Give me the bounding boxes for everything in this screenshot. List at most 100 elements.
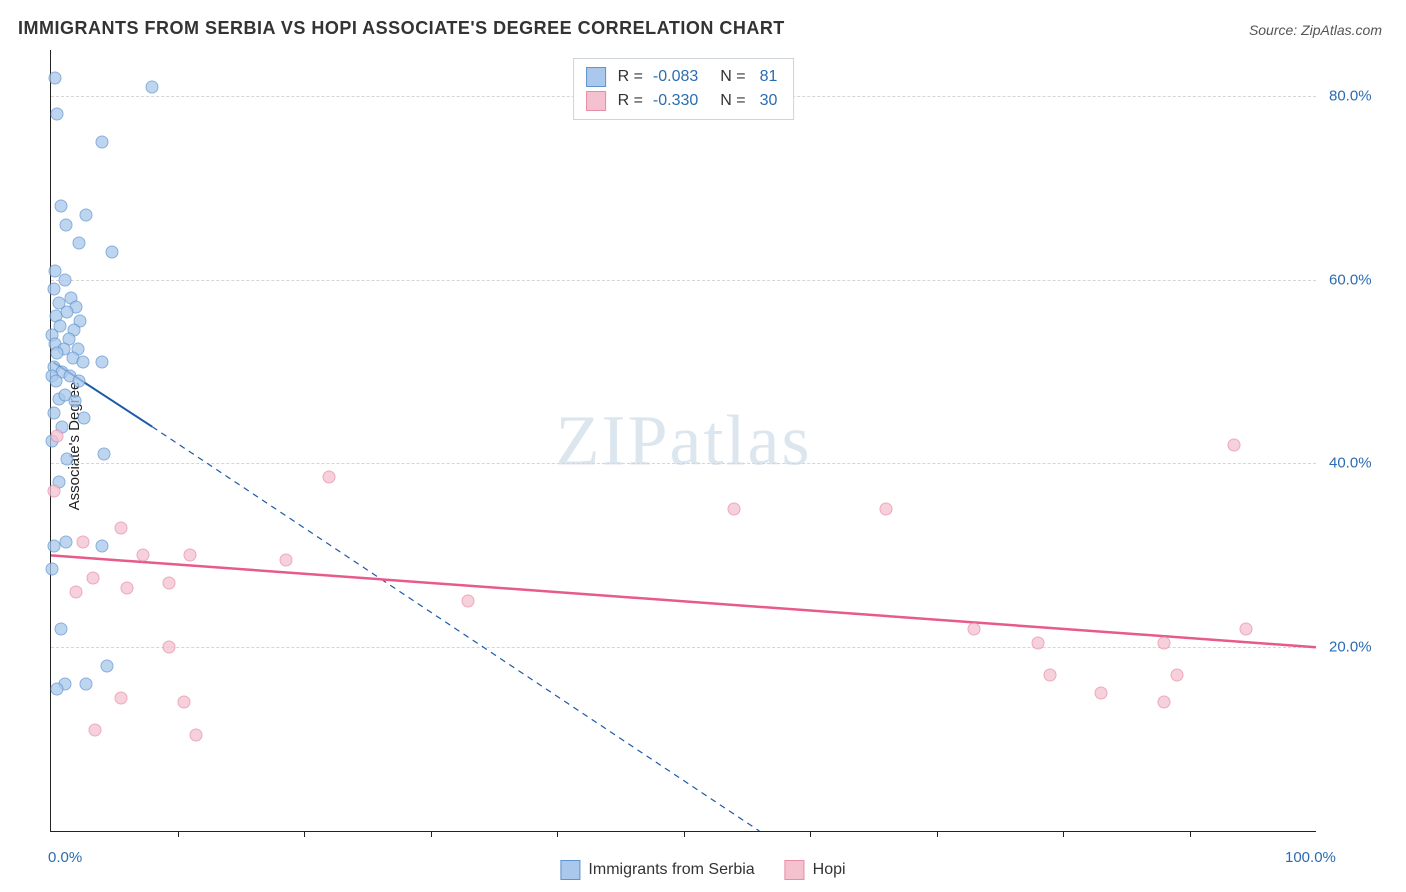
swatch-serbia [586,67,606,87]
swatch-serbia [560,860,580,880]
x-tick [810,831,811,837]
legend-label-hopi: Hopi [813,861,846,879]
data-point-hopi [280,553,293,566]
data-point-hopi [162,641,175,654]
data-point-serbia [61,305,74,318]
data-point-hopi [47,485,60,498]
data-point-serbia [51,682,64,695]
watermark-bold: ZIP [556,400,670,480]
chart-title: IMMIGRANTS FROM SERBIA VS HOPI ASSOCIATE… [18,18,785,39]
legend-label-serbia: Immigrants from Serbia [588,861,754,879]
data-point-serbia [55,622,68,635]
data-point-hopi [184,549,197,562]
data-point-serbia [76,356,89,369]
x-min-label: 0.0% [48,849,82,866]
swatch-hopi [785,860,805,880]
x-tick [178,831,179,837]
data-point-serbia [47,406,60,419]
data-point-hopi [190,728,203,741]
y-tick-label: 20.0% [1329,639,1372,656]
data-point-serbia [46,563,59,576]
n-value-hopi: 30 [760,89,778,113]
y-tick-label: 80.0% [1329,87,1372,104]
data-point-hopi [462,595,475,608]
data-point-serbia [72,374,85,387]
data-point-hopi [1240,622,1253,635]
x-tick [1063,831,1064,837]
x-max-label: 100.0% [1285,849,1336,866]
r-value-serbia: -0.083 [653,65,698,89]
data-point-hopi [137,549,150,562]
data-point-hopi [1044,668,1057,681]
data-point-serbia [80,677,93,690]
data-point-hopi [1158,636,1171,649]
legend-row-hopi: R = -0.330 N = 30 [586,89,778,113]
x-tick [937,831,938,837]
gridline [51,463,1316,464]
plot-area: ZIPatlas R = -0.083 N = 81 R = -0.330 N … [50,50,1316,832]
data-point-serbia [47,282,60,295]
gridline [51,280,1316,281]
data-point-hopi [323,471,336,484]
data-point-hopi [70,586,83,599]
y-tick-label: 40.0% [1329,455,1372,472]
data-point-serbia [105,246,118,259]
legend-item-serbia: Immigrants from Serbia [560,860,754,880]
n-label: N = [720,65,745,89]
watermark: ZIPatlas [556,399,812,482]
series-legend: Immigrants from Serbia Hopi [560,860,845,880]
trend-line [51,555,1316,647]
r-value-hopi: -0.330 [653,89,698,113]
data-point-serbia [80,209,93,222]
data-point-serbia [61,452,74,465]
data-point-hopi [968,622,981,635]
data-point-serbia [100,659,113,672]
trend-overlay [51,50,1316,831]
data-point-hopi [120,581,133,594]
x-tick [431,831,432,837]
y-tick-label: 60.0% [1329,271,1372,288]
data-point-hopi [76,535,89,548]
data-point-serbia [95,356,108,369]
data-point-serbia [146,80,159,93]
data-point-serbia [51,108,64,121]
data-point-serbia [50,374,63,387]
data-point-serbia [69,394,82,407]
r-label: R = [618,65,643,89]
data-point-hopi [728,503,741,516]
data-point-serbia [60,535,73,548]
data-point-hopi [114,691,127,704]
x-tick [557,831,558,837]
x-tick [684,831,685,837]
correlation-legend: R = -0.083 N = 81 R = -0.330 N = 30 [573,58,795,120]
data-point-serbia [95,540,108,553]
data-point-serbia [55,200,68,213]
data-point-hopi [879,503,892,516]
data-point-serbia [60,218,73,231]
data-point-serbia [95,135,108,148]
data-point-hopi [177,696,190,709]
data-point-serbia [72,236,85,249]
legend-item-hopi: Hopi [785,860,846,880]
n-value-serbia: 81 [760,65,778,89]
x-tick [304,831,305,837]
legend-row-serbia: R = -0.083 N = 81 [586,65,778,89]
data-point-serbia [77,411,90,424]
swatch-hopi [586,91,606,111]
data-point-serbia [98,448,111,461]
data-point-serbia [48,71,61,84]
trend-line [152,427,759,831]
data-point-serbia [58,273,71,286]
data-point-hopi [1094,687,1107,700]
data-point-hopi [89,723,102,736]
data-point-hopi [1031,636,1044,649]
data-point-hopi [114,521,127,534]
r-label: R = [618,89,643,113]
data-point-hopi [51,429,64,442]
data-point-hopi [1227,439,1240,452]
data-point-hopi [1158,696,1171,709]
data-point-serbia [51,347,64,360]
x-tick [1190,831,1191,837]
data-point-serbia [47,540,60,553]
data-point-hopi [1170,668,1183,681]
